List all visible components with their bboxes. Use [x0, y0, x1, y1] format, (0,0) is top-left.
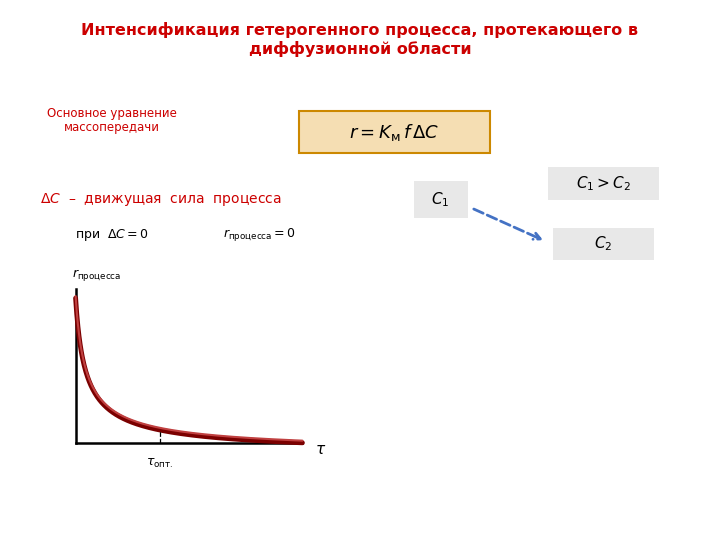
- Text: $\tau_{\mathregular{опт.}}$: $\tau_{\mathregular{опт.}}$: [146, 457, 174, 470]
- Text: $r_{\mathregular{процесса}}$: $r_{\mathregular{процесса}}$: [72, 267, 121, 284]
- Text: $r_{\mathregular{процесса}} = 0$: $r_{\mathregular{процесса}} = 0$: [222, 226, 296, 244]
- Text: $C_1$: $C_1$: [431, 191, 450, 209]
- Text: $C_1 > C_2$: $C_1 > C_2$: [576, 174, 631, 193]
- FancyBboxPatch shape: [553, 228, 654, 260]
- FancyBboxPatch shape: [413, 181, 468, 218]
- Text: $C_2$: $C_2$: [594, 235, 613, 253]
- FancyArrowPatch shape: [474, 209, 541, 239]
- Text: массопередачи: массопередачи: [63, 122, 160, 134]
- FancyBboxPatch shape: [547, 167, 660, 200]
- Text: $\tau$: $\tau$: [315, 442, 326, 457]
- Text: при  $\Delta C = 0$: при $\Delta C = 0$: [75, 227, 148, 243]
- Text: Интенсификация гетерогенного процесса, протекающего в: Интенсификация гетерогенного процесса, п…: [81, 22, 639, 38]
- Text: диффузионной области: диффузионной области: [248, 40, 472, 57]
- Text: $\Delta C$  –  движущая  сила  процесса: $\Delta C$ – движущая сила процесса: [40, 191, 282, 208]
- Text: Основное уравнение: Основное уравнение: [47, 107, 176, 120]
- FancyBboxPatch shape: [299, 111, 490, 153]
- Text: $r = K_{\mathregular{м}}\,f\,\Delta C$: $r = K_{\mathregular{м}}\,f\,\Delta C$: [349, 122, 439, 143]
